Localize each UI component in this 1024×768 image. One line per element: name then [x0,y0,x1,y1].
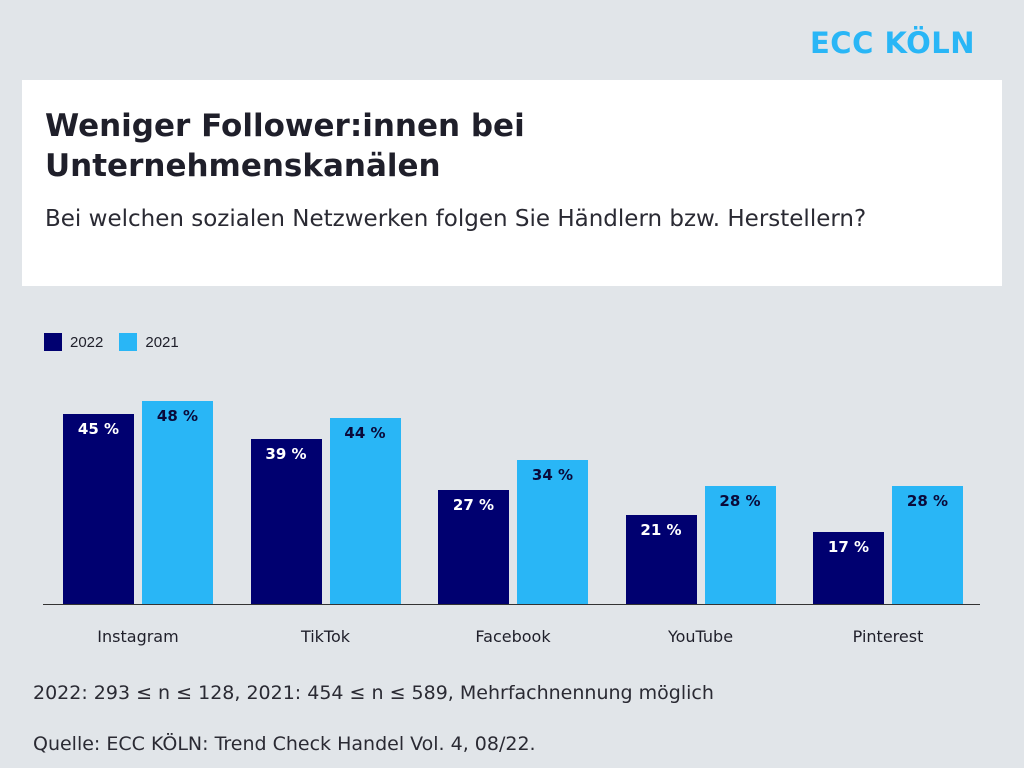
legend-item-2022: 2022 [44,333,103,351]
category-label: Instagram [97,627,179,646]
sample-note: 2022: 293 ≤ n ≤ 128, 2021: 454 ≤ n ≤ 589… [33,682,714,704]
category-label: Pinterest [852,627,924,646]
source-note: Quelle: ECC KÖLN: Trend Check Handel Vol… [33,733,536,755]
data-label: 48 % [156,406,199,425]
bar-2021-instagram [142,400,213,604]
legend-label: 2021 [145,333,179,351]
bar-2022-facebook [438,489,509,604]
legend: 2022 2021 [44,333,195,351]
logo: ECC KÖLN [810,26,976,60]
data-label: 34 % [531,466,574,485]
bar-2022-youtube [625,515,697,604]
data-label: 28 % [719,491,761,510]
category-label: TikTok [300,627,351,646]
category-label: Facebook [475,627,551,646]
data-label: 44 % [344,423,386,442]
bar-2022-tiktok [250,439,322,604]
bar-2021-pinterest [892,485,963,604]
bar-2022-pinterest [813,532,884,604]
legend-item-2021: 2021 [119,333,179,351]
data-label: 27 % [452,495,495,514]
bar-2021-youtube [704,485,776,604]
header-card: Weniger Follower:innen bei Unternehmensk… [22,80,1002,286]
data-label: 17 % [827,538,870,557]
page-subtitle: Bei welchen sozialen Netzwerken folgen S… [45,206,867,232]
data-label: 21 % [640,521,682,540]
bar-2022-instagram [63,413,134,604]
legend-label: 2022 [70,333,104,351]
page-title: Weniger Follower:innen bei Unternehmensk… [45,108,525,184]
bar-2021-facebook [517,460,588,604]
bar-2021-tiktok [329,417,401,604]
legend-swatch-2021 [119,333,138,351]
x-axis-line [43,604,980,605]
category-label: YouTube [667,627,734,646]
legend-swatch-2022 [44,333,62,351]
data-label: 28 % [906,491,949,510]
data-label: 39 % [265,445,307,464]
data-label: 45 % [77,419,120,438]
